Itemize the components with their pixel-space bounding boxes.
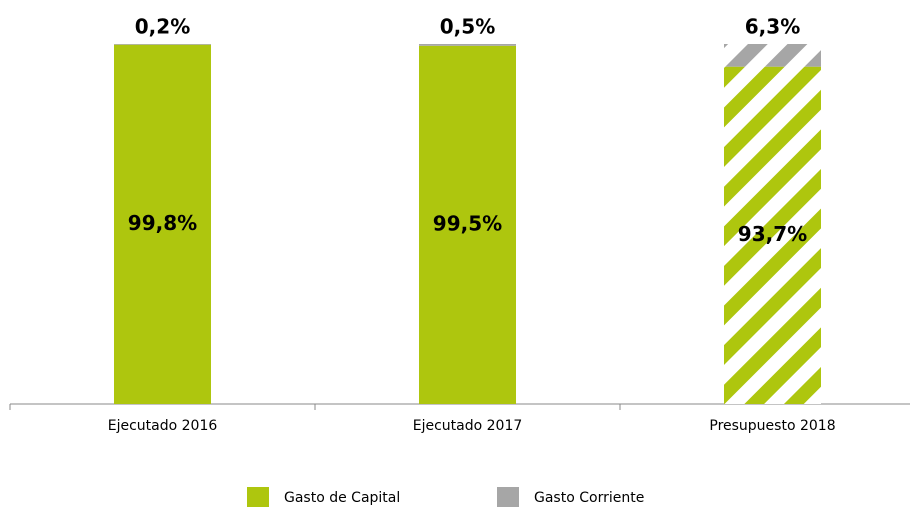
bar-segment — [419, 45, 516, 405]
value-label: 6,3% — [745, 15, 800, 39]
legend-swatch — [247, 487, 269, 507]
value-label: 99,8% — [128, 211, 197, 235]
legend-label: Gasto Corriente — [534, 490, 644, 506]
value-label: 0,2% — [135, 15, 190, 39]
legend-label: Gasto de Capital — [284, 490, 400, 506]
x-tick-label: Ejecutado 2017 — [413, 418, 523, 434]
bar-segment — [114, 44, 211, 404]
legend-swatch — [497, 487, 519, 507]
value-label: 99,5% — [433, 211, 502, 235]
bar-segment — [724, 44, 821, 67]
bar-segment — [724, 66, 821, 405]
bar-segment — [419, 44, 516, 46]
x-tick-label: Presupuesto 2018 — [709, 418, 835, 434]
value-label: 93,7% — [738, 222, 807, 246]
value-label: 0,5% — [440, 15, 495, 39]
bar-segment — [114, 44, 211, 45]
x-tick-label: Ejecutado 2016 — [108, 418, 218, 434]
